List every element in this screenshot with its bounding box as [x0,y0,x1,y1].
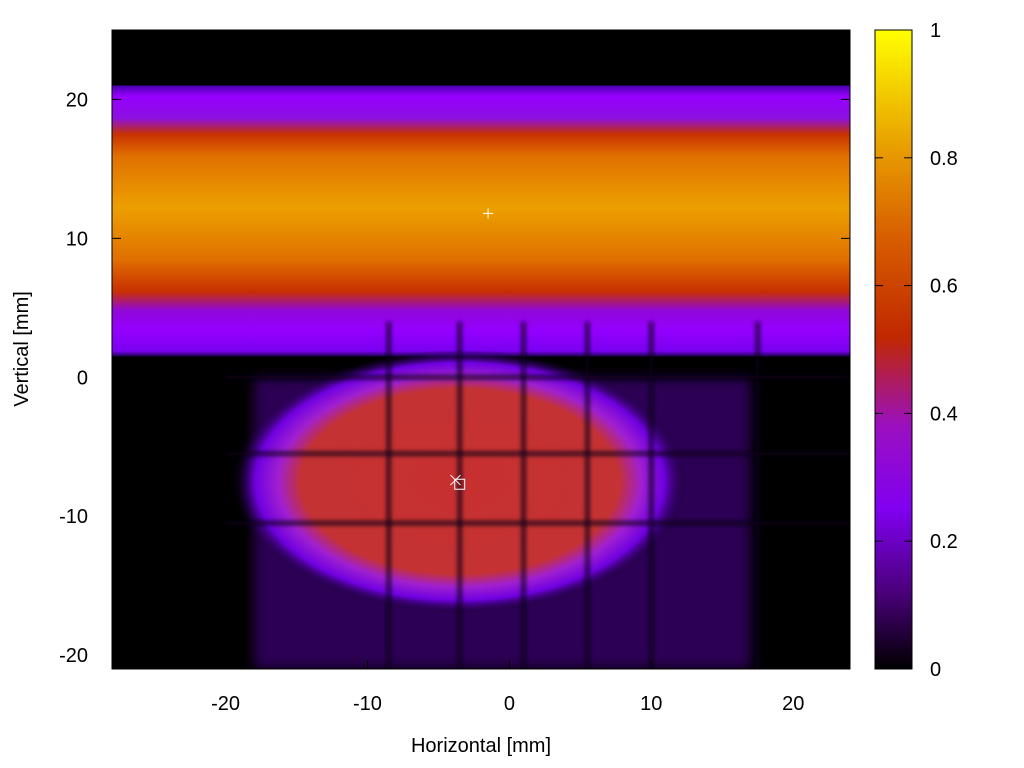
plus-marker [483,208,494,219]
x-tick-label: 10 [640,693,662,715]
y-tick-label: 0 [77,367,88,389]
colorbar-tick-label: 0 [930,659,941,681]
y-axis-label: Vertical [mm] [11,291,33,407]
plot-frame [111,29,851,670]
x-tick-label: 0 [504,693,515,715]
colorbar-tick-label: 0.6 [930,276,958,298]
colorbar-axis: 0 0.2 0.4 0.6 0.8 1 [875,20,958,681]
colorbar-tick-label: 0.8 [930,148,958,170]
colorbar-tick-label: 0.4 [930,403,958,425]
square-marker [454,478,466,490]
x-tick-label: 20 [782,693,804,715]
colorbar-tick-label: 1 [930,20,941,42]
marker-group [450,208,494,490]
dark-line-group [225,321,850,669]
x-tick-label: -20 [211,693,240,715]
x-axis-label: Horizontal [mm] [411,735,551,757]
y-tick-label: -20 [59,645,88,667]
x-axis: -20 -10 0 10 20 [211,30,804,715]
upper-band [112,85,850,357]
heatmap-plot-area [112,30,850,669]
x-tick-label: -10 [353,693,382,715]
colorbar-tick-label: 0.2 [930,531,958,553]
y-tick-label: 20 [66,89,88,111]
y-tick-label: -10 [59,506,88,528]
cross-marker [450,474,461,486]
colorbar [874,29,913,670]
y-axis: -20 -10 0 10 20 [59,89,850,667]
y-tick-label: 10 [66,228,88,250]
